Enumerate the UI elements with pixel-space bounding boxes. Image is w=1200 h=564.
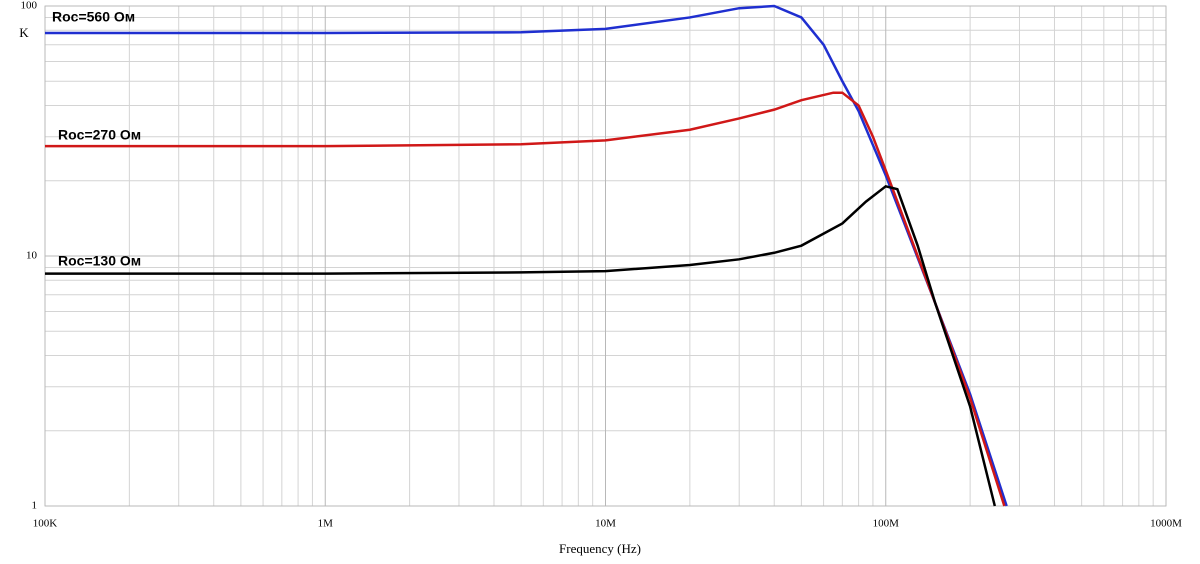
x-tick-label: 100M — [873, 518, 900, 530]
x-tick-label: 10M — [595, 518, 616, 530]
y-tick-label: 1 — [32, 500, 38, 512]
x-axis-label: Frequency (Hz) — [559, 541, 641, 556]
x-tick-label: 100K — [33, 518, 58, 530]
series-line — [45, 91, 1006, 507]
series-label: Roc=270 Ом — [58, 127, 141, 143]
series-line — [45, 184, 997, 507]
series-label: Roc=130 Ом — [58, 253, 141, 269]
x-tick-label: 1000M — [1150, 518, 1182, 530]
x-tick-label: 1M — [318, 518, 334, 530]
y-tick-label: 100 — [21, 0, 38, 12]
y-axis-label: K — [19, 25, 29, 40]
series-label: Roc=560 Ом — [52, 9, 135, 25]
y-tick-label: 10 — [26, 250, 38, 262]
